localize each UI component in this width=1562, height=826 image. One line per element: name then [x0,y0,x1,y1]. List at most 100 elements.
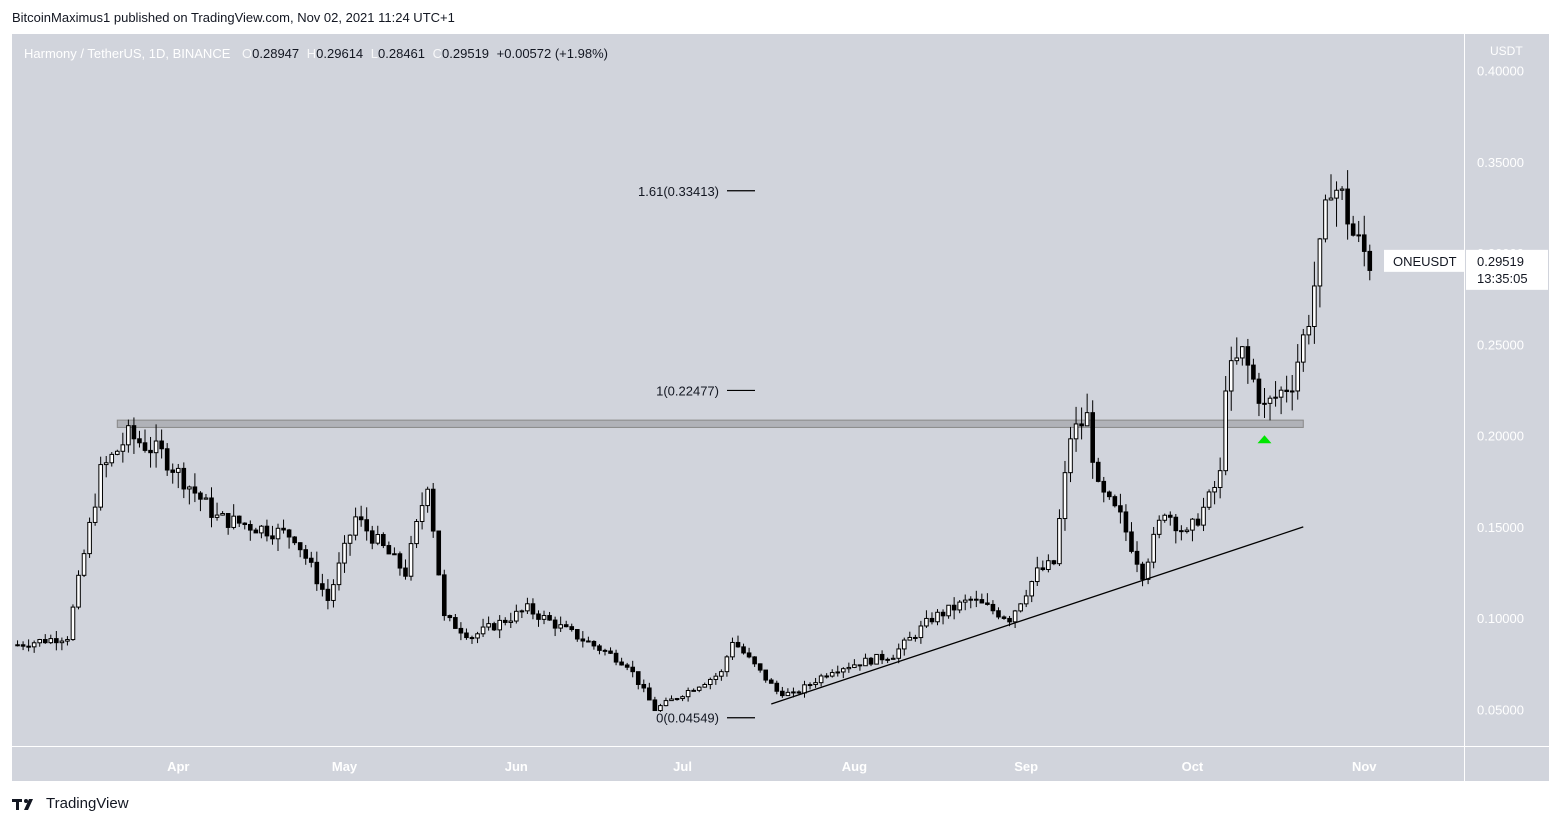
candle-up [674,698,680,701]
candle-up [1073,423,1079,440]
candle-up [519,610,525,613]
candle-down [647,687,652,701]
candle-down [1079,423,1084,427]
candle-up [480,626,486,635]
last-price-box [1466,249,1548,290]
candle-down [1051,560,1057,565]
candle-up [1228,360,1234,392]
tradingview-brand[interactable]: TradingView [12,795,129,812]
candle-down [436,530,442,576]
candle-down [1118,505,1123,513]
candle-up [525,603,530,612]
candle-up [214,514,220,518]
candle-up [1234,357,1240,362]
candle-down [530,603,536,615]
candle-up [153,440,159,454]
candle-up [1323,199,1328,240]
price-tick-label: 0.25000 [1477,337,1524,352]
candle-up [59,640,65,644]
candle-down [1361,234,1367,252]
candle-up [846,666,852,670]
candle-down [752,656,757,665]
candle-up [785,691,791,697]
candle-up [852,664,857,668]
candle-down [441,574,447,617]
candle-down [763,669,769,681]
candle-down [430,488,436,532]
candle-up [918,625,924,639]
candle-down [286,529,292,538]
candle-up [1273,396,1278,399]
candle-up [1206,491,1212,508]
candle-down [248,524,253,531]
candle-down [796,691,802,694]
close-value: 0.29519 [442,46,490,61]
candle-down [142,442,148,451]
candles-group [15,170,1373,712]
candle-up [558,624,563,629]
candle-down [1262,402,1267,405]
price-tick-label: 0.35000 [1477,155,1524,170]
candle-down [1284,389,1289,393]
candle-down [1140,563,1145,580]
candle-up [840,668,846,673]
candle-down [741,646,746,654]
open-value: 0.28947 [252,46,300,61]
candle-up [103,462,109,466]
candle-up [1084,412,1090,427]
candle-down [447,615,453,619]
candle-down [320,583,325,590]
candle-up [1012,610,1018,623]
candle-up [946,604,951,617]
candle-up [962,599,968,603]
candle-down [929,617,935,623]
candle-down [1167,514,1173,518]
breakout-arrow-icon [1257,435,1272,444]
candle-up [514,610,519,622]
price-tick-label: 0.20000 [1477,429,1524,444]
candle-up [719,671,724,677]
ohlc-legend: Harmony / TetherUS, 1D, BINANCE O0.28947… [24,46,612,61]
candle-up [109,453,115,464]
candle-down [1001,616,1007,619]
candle-up [1312,285,1317,327]
candle-down [181,467,187,490]
candle-down [1112,496,1118,507]
candle-up [713,675,719,680]
candle-down [264,525,270,537]
candle-down [369,530,375,544]
candle-up [497,619,502,631]
candle-up [890,657,896,660]
candle-down [225,513,231,528]
candle-up [829,672,835,677]
candle-up [802,684,807,694]
candle-down [768,679,774,684]
candle-down [1195,518,1201,526]
time-axis[interactable] [12,746,1464,781]
candle-down [563,624,569,628]
candle-up [70,606,76,641]
candle-up [813,682,818,686]
ticker-label: ONEUSDT [1393,254,1457,269]
candle-down [464,632,469,639]
candle-up [1212,486,1217,493]
low-value: 0.28461 [378,46,426,61]
time-tick-label: Jul [673,759,692,774]
price-unit-label: USDT [1490,44,1523,58]
candle-down [774,682,780,692]
candle-down [1107,491,1112,498]
price-tick-label: 0.10000 [1477,611,1524,626]
candle-up [724,656,730,673]
candle-up [685,689,691,698]
price-axis[interactable] [1464,34,1549,746]
candle-up [896,648,902,659]
price-tick-label: 0.15000 [1477,520,1524,535]
candle-up [336,562,342,586]
candle-down [281,527,286,531]
candle-up [342,542,347,564]
candle-down [253,529,259,534]
candle-down [364,519,369,532]
candle-down [491,623,497,631]
candle-up [791,691,796,694]
